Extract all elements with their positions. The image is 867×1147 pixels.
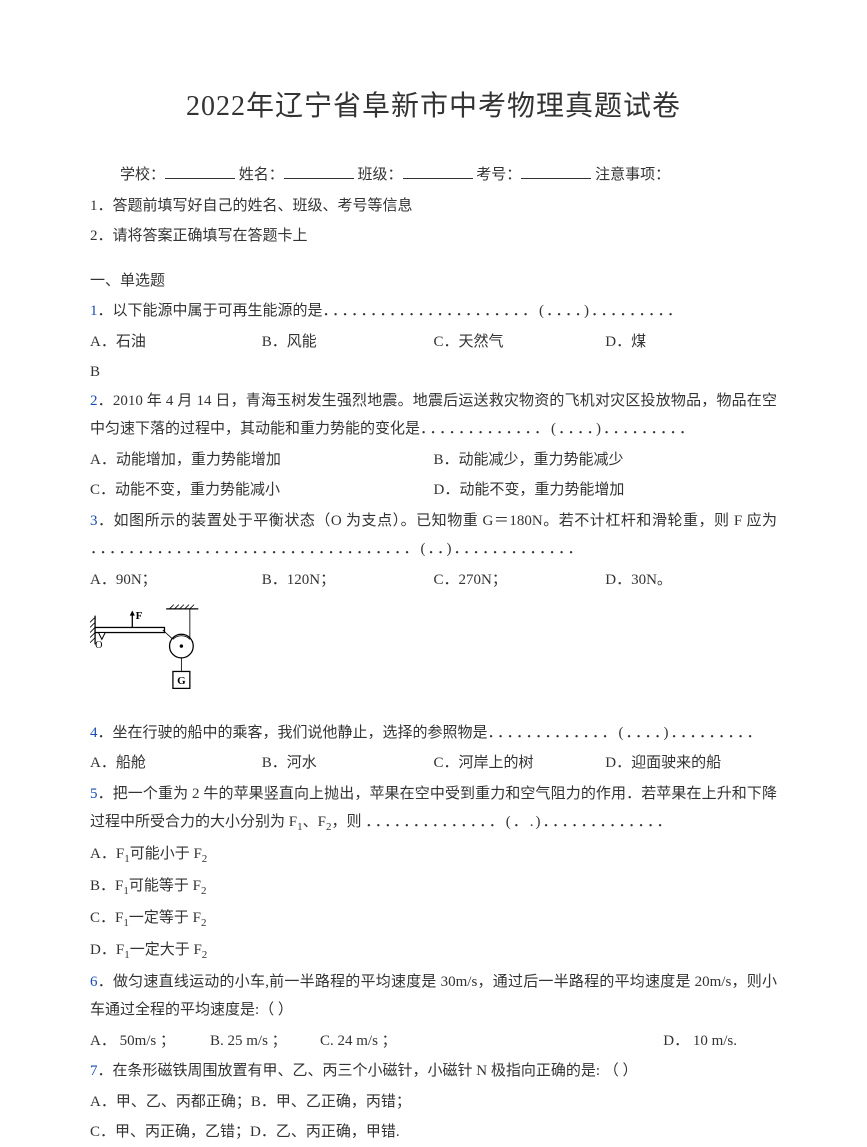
q2-dots: ．．．．．．．．．．．．．(．．．．)．．．．．．．．．: [420, 421, 696, 437]
q5-a-s2: 2: [202, 853, 208, 865]
q5-b-s2: 2: [201, 885, 207, 897]
q5-opt-a: A．F1可能小于 F2: [90, 840, 777, 870]
q1-opt-a: A．石油: [90, 328, 262, 357]
q1-opt-d: D．煤: [605, 328, 777, 357]
number-blank: [521, 178, 591, 179]
q2-opt-c: C．动能不变，重力势能减小: [90, 476, 434, 505]
document-title: 2022年辽宁省阜新市中考物理真题试卷: [90, 80, 777, 133]
q5-d-post: 一定大于 F: [130, 942, 202, 958]
notice-1: 1．答题前填写好自己的姓名、班级、考号等信息: [90, 192, 777, 221]
q3-dots: ．．．．．．．．．．．．．．．．．．．．．．．．．．．．．．．．．．(．．)．．…: [90, 541, 585, 557]
q4-text: ．坐在行驶的船中的乘客，我们说他静止，选择的参照物是: [98, 725, 488, 741]
q5-c-pre: C．F: [90, 910, 123, 926]
q5-d-pre: D．F: [90, 942, 124, 958]
q1-answer: B: [90, 358, 777, 387]
student-info-line: 学校： 姓名： 班级： 考号： 注意事项：: [90, 161, 777, 190]
lever-pulley-diagram: O F G: [90, 602, 200, 702]
svg-text:F: F: [136, 610, 143, 622]
q2-opt-d: D．动能不变，重力势能增加: [434, 476, 778, 505]
class-label: 班级：: [358, 167, 403, 183]
q6-num: 6: [90, 974, 98, 990]
q7-opt-cd: C．甲、丙正确，乙错；D．乙、丙正确，甲错.: [90, 1118, 777, 1147]
q5-text2: 、F: [303, 814, 326, 830]
name-label: 姓名：: [239, 167, 284, 183]
q2-options-2: C．动能不变，重力势能减小 D．动能不变，重力势能增加: [90, 476, 777, 505]
q5-a-post: 可能小于 F: [130, 846, 202, 862]
q1-dots: ．．．．．．．．．．．．．．．．．．．．．．(．．．．)．．．．．．．．．: [323, 303, 685, 319]
q7-opt-ab: A．甲、乙、丙都正确；B．甲、乙正确，丙错；: [90, 1088, 777, 1117]
q4-opt-c: C．河岸上的树: [434, 749, 606, 778]
q5-text3: ，则: [331, 814, 365, 830]
q2-options-1: A．动能增加，重力势能增加 B．动能减少，重力势能减少: [90, 446, 777, 475]
q6-opt-b: B. 25 m/s ；: [210, 1027, 320, 1056]
name-blank: [284, 178, 354, 179]
q5-a-pre: A．F: [90, 846, 124, 862]
q6-opt-d: D． 10 m/s.: [430, 1027, 777, 1056]
q1-num: 1: [90, 303, 98, 319]
q5-dots: ．．．．．．．．．．．．．．(．.)．．．．．．．．．．．．．: [365, 814, 673, 830]
q3-opt-c: C．270N；: [434, 566, 606, 595]
q2-opt-b: B．动能减少，重力势能减少: [434, 446, 778, 475]
q7-num: 7: [90, 1063, 98, 1079]
q3-opt-b: B．120N；: [262, 566, 434, 595]
q7-text: ．在条形磁铁周围放置有甲、乙、丙三个小磁针，小磁针 N 极指向正确的是: （ ）: [98, 1063, 638, 1079]
q2-opt-a: A．动能增加，重力势能增加: [90, 446, 434, 475]
q4-opt-d: D．迎面驶来的船: [605, 749, 777, 778]
notice-label: 注意事项：: [595, 167, 670, 183]
q5-opt-d: D．F1一定大于 F2: [90, 936, 777, 966]
question-5: 5．把一个重为 2 牛的苹果竖直向上抛出，苹果在空中受到重力和空气阻力的作用．若…: [90, 780, 777, 838]
q3-opt-d: D．30N。: [605, 566, 777, 595]
class-blank: [403, 178, 473, 179]
svg-text:G: G: [177, 675, 186, 687]
question-3: 3．如图所示的装置处于平衡状态（O 为支点）。已知物重 G＝180N。若不计杠杆…: [90, 507, 777, 564]
q5-b-post: 可能等于 F: [129, 878, 201, 894]
school-label: 学校：: [120, 167, 165, 183]
question-2: 2．2010 年 4 月 14 日，青海玉树发生强烈地震。地震后运送救灾物资的飞…: [90, 387, 777, 444]
school-blank: [165, 178, 235, 179]
q1-opt-b: B．风能: [262, 328, 434, 357]
q4-opt-a: A．船舱: [90, 749, 262, 778]
q5-num: 5: [90, 786, 98, 802]
q4-options: A．船舱 B．河水 C．河岸上的树 D．迎面驶来的船: [90, 749, 777, 778]
q6-opt-c: C. 24 m/s ；: [320, 1027, 430, 1056]
notice-2: 2．请将答案正确填写在答题卡上: [90, 222, 777, 251]
q5-c-post: 一定等于 F: [129, 910, 201, 926]
q6-text: ．做匀速直线运动的小车,前一半路程的平均速度是 30m/s，通过后一半路程的平均…: [90, 974, 777, 1019]
q1-opt-c: C．天然气: [434, 328, 606, 357]
q6-opt-a: A． 50m/s ；: [90, 1027, 210, 1056]
q5-d-s2: 2: [202, 949, 208, 961]
q6-options: A． 50m/s ； B. 25 m/s ； C. 24 m/s ； D． 10…: [90, 1027, 777, 1056]
q4-opt-b: B．河水: [262, 749, 434, 778]
q3-opt-a: A．90N；: [90, 566, 262, 595]
q3-text: ．如图所示的装置处于平衡状态（O 为支点）。已知物重 G＝180N。若不计杠杆和…: [98, 513, 778, 529]
section-header: 一、单选题: [90, 267, 777, 296]
q2-num: 2: [90, 393, 98, 409]
q5-opt-c: C．F1一定等于 F2: [90, 904, 777, 934]
q5-opt-b: B．F1可能等于 F2: [90, 872, 777, 902]
q5-b-pre: B．F: [90, 878, 123, 894]
question-1: 1．以下能源中属于可再生能源的是．．．．．．．．．．．．．．．．．．．．．．(．…: [90, 297, 777, 326]
number-label: 考号：: [476, 167, 521, 183]
svg-text:O: O: [95, 640, 102, 651]
q1-text: ．以下能源中属于可再生能源的是: [98, 303, 323, 319]
q4-dots: ．．．．．．．．．．．．．(．．．．)．．．．．．．．．: [488, 725, 764, 741]
q4-num: 4: [90, 725, 98, 741]
q3-options: A．90N； B．120N； C．270N； D．30N。: [90, 566, 777, 595]
q5-c-s2: 2: [201, 917, 207, 929]
q3-num: 3: [90, 513, 98, 529]
question-6: 6．做匀速直线运动的小车,前一半路程的平均速度是 30m/s，通过后一半路程的平…: [90, 968, 777, 1025]
question-7: 7．在条形磁铁周围放置有甲、乙、丙三个小磁针，小磁针 N 极指向正确的是: （ …: [90, 1057, 777, 1086]
question-4: 4．坐在行驶的船中的乘客，我们说他静止，选择的参照物是．．．．．．．．．．．．．…: [90, 719, 777, 748]
q1-options: A．石油 B．风能 C．天然气 D．煤: [90, 328, 777, 357]
